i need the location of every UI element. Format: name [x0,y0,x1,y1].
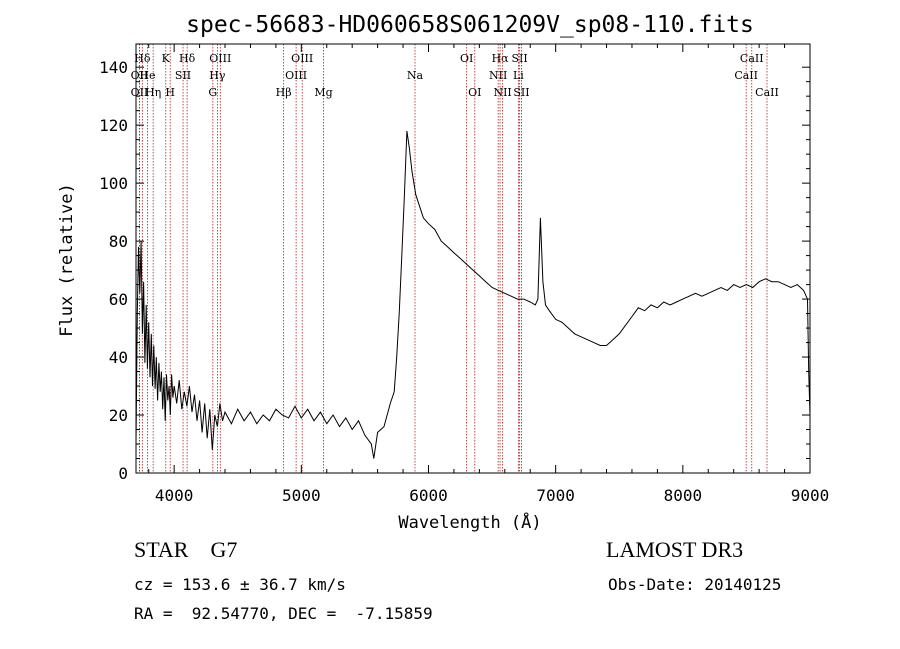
line-marker-label-16: Na [407,69,424,82]
class-label: STAR [134,537,189,562]
line-marker-label-25: CaII [740,52,764,65]
y-tick-label: 0 [118,464,128,483]
line-marker-label-27: CaII [755,86,779,99]
line-marker-label-3: He [139,69,155,82]
x-tick-label: 4000 [155,486,194,505]
line-marker-label-22: SII [512,52,528,65]
line-marker-label-12: Hβ [276,86,292,99]
flux-series-line [135,130,811,459]
x-tick-label: 5000 [282,486,321,505]
y-tick-label: 140 [99,58,128,77]
y-axis-label: Flux (relative) [57,183,77,337]
line-marker-label-18: OI [468,86,481,99]
line-marker-label-21: NII [493,86,511,99]
line-marker-label-4: K [162,52,171,65]
y-tick-label: 20 [109,406,128,425]
y-tick-label: 80 [109,232,128,251]
x-tick-label: 9000 [791,486,830,505]
line-marker-label-26: CaII [734,69,758,82]
line-marker-label-19: Hα [492,52,510,65]
y-tick-label: 60 [109,290,128,309]
x-axis-label: Wavelength (Å) [398,511,541,533]
subclass-label: G7 [210,537,238,562]
coordinates-readout: RA = 92.54770, DEC = -7.15859 [134,604,433,623]
line-marker-label-15: Mg [314,86,332,99]
line-marker-label-8: Hδ [179,52,196,65]
obs-date-readout: Obs-Date: 20140125 [608,575,782,594]
line-marker-label-11: G [208,86,217,99]
line-marker-label-0: Hδ [134,52,151,65]
y-tick-label: 100 [99,174,128,193]
y-axis: 0 20 40 60 80 100 120 140 [99,58,810,483]
line-marker-label-14: OIII [285,69,307,82]
x-tick-label: 6000 [409,486,448,505]
line-marker-label-7: H [165,86,175,99]
plot-frame [135,43,811,474]
redshift-readout: cz = 153.6 ± 36.7 km/s [134,575,346,594]
line-marker-label-5: Hη [145,86,161,99]
x-tick-label: 7000 [536,486,575,505]
x-axis: 4000 5000 6000 7000 8000 9000 [148,44,830,505]
line-marker-label-13: OIII [291,52,313,65]
survey-label: LAMOST DR3 [606,537,744,562]
x-tick-label: 8000 [664,486,703,505]
line-marker-label-6: SII [175,69,191,82]
object-class: STAR G7 [134,537,237,563]
line-marker-label-10: Hγ [209,69,226,82]
y-tick-label: 120 [99,116,128,135]
y-tick-label: 40 [109,348,128,367]
chart-title: spec-56683-HD060658S061209V_sp08-110.fit… [186,12,754,38]
line-marker-label-24: SII [513,86,529,99]
line-marker-label-9: OIII [209,52,231,65]
line-marker-label-20: NII [489,69,507,82]
line-marker-label-2: OII [131,86,149,99]
line-marker-label-17: OI [460,52,473,65]
line-marker-label-23: Li [513,69,524,82]
